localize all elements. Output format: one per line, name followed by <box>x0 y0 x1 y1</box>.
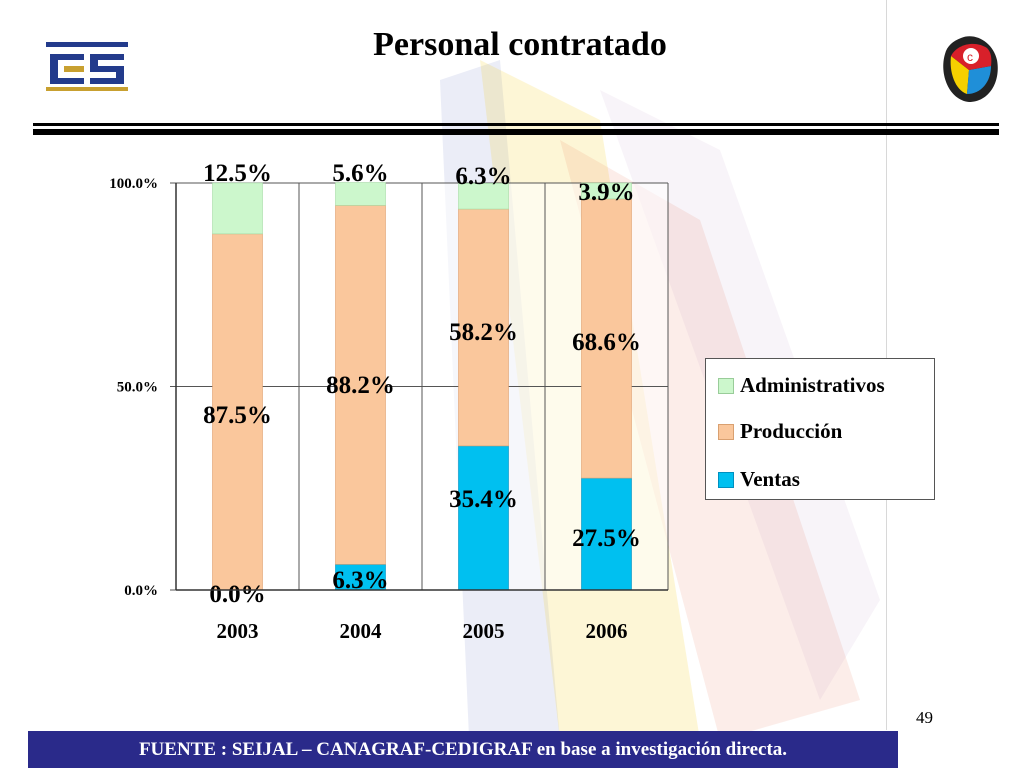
slide-title: Personal contratado <box>373 26 667 63</box>
legend-item-ventas: Ventas <box>718 467 800 492</box>
x-tick-label: 2006 <box>586 619 628 643</box>
svg-text:c: c <box>967 50 973 64</box>
bar-segment-administrativos <box>581 182 632 200</box>
bar-segment-produccion <box>458 208 509 447</box>
y-tick-label: 100.0% <box>109 176 158 192</box>
x-tick-label: 2003 <box>217 619 259 643</box>
bar-segment-produccion <box>581 198 632 479</box>
legend-label-ventas: Ventas <box>740 467 800 491</box>
legend-swatch-ventas <box>718 471 734 488</box>
brand-logo: c <box>943 36 998 102</box>
data-label-produccion: 88.2% <box>326 372 395 399</box>
organization-logo <box>46 42 128 91</box>
legend-item-administrativos: Administrativos <box>718 373 885 398</box>
bar-segment-produccion <box>212 233 263 591</box>
x-tick-label: 2004 <box>340 619 383 643</box>
x-tick-label: 2005 <box>463 619 505 643</box>
bar-segment-administrativos <box>212 182 263 235</box>
legend-label-administrativos: Administrativos <box>740 373 885 397</box>
bar-segment-produccion <box>335 205 386 565</box>
bar-segment-ventas <box>458 445 509 591</box>
y-tick-label: 50.0% <box>117 380 158 396</box>
page-number: 49 <box>916 708 933 727</box>
chart-axes: 0.0% 50.0% 100.0% 2003 2004 2005 2006 <box>109 176 668 643</box>
legend-swatch-produccion <box>718 423 734 440</box>
legend-label-produccion: Producción <box>740 419 843 443</box>
chart-data-labels: 0.0%87.5%12.5%6.3%88.2%5.6%35.4%58.2%6.3… <box>203 160 641 608</box>
title-rule-thick <box>33 129 999 135</box>
data-label-produccion: 87.5% <box>203 402 272 429</box>
data-label-ventas: 35.4% <box>449 486 518 513</box>
data-label-produccion: 58.2% <box>449 319 518 346</box>
bar-segment-administrativos <box>335 182 386 206</box>
chart-legend: Administrativos Producción Ventas <box>705 358 935 500</box>
data-label-administrativos: 12.5% <box>203 160 272 187</box>
data-label-administrativos: 6.3% <box>455 163 511 190</box>
data-label-ventas: 0.0% <box>209 581 265 608</box>
bar-segment-administrativos <box>458 183 509 210</box>
title-rule-thin <box>33 123 999 126</box>
chart-bars <box>212 182 632 591</box>
legend-item-produccion: Producción <box>718 419 842 444</box>
data-label-produccion: 68.6% <box>572 329 641 356</box>
source-footer: FUENTE : SEIJAL – CANAGRAF-CEDIGRAF en b… <box>28 731 898 768</box>
legend-swatch-administrativos <box>718 377 734 394</box>
data-label-ventas: 27.5% <box>572 525 641 552</box>
bar-segment-ventas <box>581 477 632 591</box>
data-label-administrativos: 3.9% <box>578 179 634 206</box>
source-footer-text: FUENTE : SEIJAL – CANAGRAF-CEDIGRAF en b… <box>138 738 788 760</box>
y-tick-label: 0.0% <box>124 583 158 599</box>
data-label-administrativos: 5.6% <box>332 160 388 187</box>
